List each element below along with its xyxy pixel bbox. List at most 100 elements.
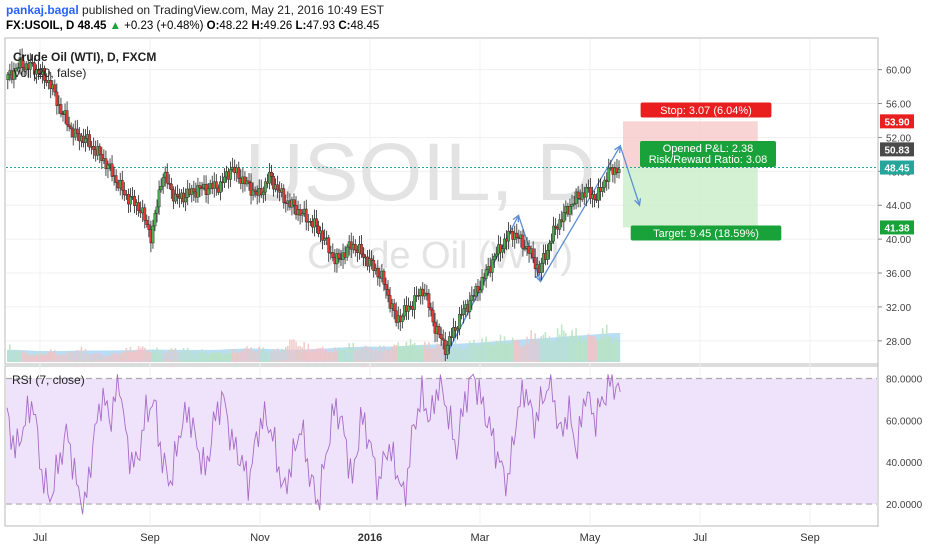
volume-bar — [424, 341, 426, 362]
candle-body — [470, 295, 474, 301]
trend-arrow — [619, 145, 641, 206]
volume-bar — [372, 351, 375, 362]
volume-bar — [64, 354, 66, 362]
price-badge — [880, 160, 914, 175]
volume-bar — [352, 342, 355, 362]
volume-bar — [381, 351, 383, 362]
high-value: 49.26 — [263, 20, 293, 32]
candle-body — [223, 176, 226, 183]
volume-bar — [235, 350, 238, 362]
candle-body — [478, 289, 482, 293]
volume-bar — [76, 349, 79, 362]
volume-bar — [409, 338, 412, 362]
volume-bar — [428, 342, 430, 362]
volume-bar — [440, 341, 442, 362]
volume-bar — [133, 350, 136, 362]
time-tick-label: 2016 — [358, 532, 382, 544]
candle-body — [337, 253, 341, 259]
volume-bar — [321, 346, 324, 362]
volume-bar — [266, 351, 269, 362]
candle-body — [568, 206, 572, 215]
low-value: 47.93 — [306, 20, 336, 32]
volume-bar — [15, 352, 17, 362]
volume-bar — [19, 350, 21, 362]
volume-bar — [362, 348, 365, 362]
volume-bar — [319, 348, 322, 362]
price-badge-label: 48.45 — [884, 164, 909, 175]
volume-bar — [542, 334, 545, 362]
candle-body — [331, 252, 335, 258]
volume-bar — [421, 346, 424, 362]
volume-bar — [536, 339, 539, 362]
volume-bar — [242, 349, 244, 362]
volume-bar — [262, 347, 265, 362]
volume-bar — [217, 352, 220, 362]
candle-body — [317, 225, 320, 234]
volume-bar — [575, 328, 577, 362]
candle-body — [37, 69, 40, 74]
volume-bar — [101, 355, 103, 362]
candle-body — [572, 203, 576, 205]
volume-bar — [180, 352, 183, 362]
volume-bar — [340, 349, 342, 362]
volume-bar — [164, 353, 167, 362]
candle-body — [122, 189, 126, 196]
candle-body — [456, 328, 459, 331]
candle-body — [261, 191, 265, 196]
volume-bar — [329, 350, 332, 362]
volume-bar — [37, 355, 40, 362]
volume-bar — [544, 332, 547, 362]
volume-bar — [311, 348, 314, 362]
volume-bar — [78, 351, 81, 362]
volume-bar — [332, 352, 334, 362]
volume-bar — [491, 345, 494, 362]
volume-bar — [213, 351, 216, 362]
volume-bar — [554, 340, 557, 362]
author-link[interactable]: pankaj.bagal — [6, 3, 79, 17]
volume-bar — [68, 352, 70, 362]
price-tick-label: 52.00 — [886, 133, 911, 144]
volume-bar — [148, 351, 150, 362]
candle-body — [198, 185, 202, 189]
candle-body — [441, 338, 445, 341]
volume-bar — [579, 335, 581, 362]
volume-bar — [166, 351, 169, 362]
volume-bar — [515, 339, 518, 362]
candle-body — [159, 186, 163, 191]
volume-bar — [460, 348, 463, 362]
volume-bar — [197, 351, 199, 362]
volume-bar — [499, 334, 502, 362]
volume-bar — [379, 345, 381, 362]
volume-bar — [156, 347, 158, 362]
candle-body — [386, 289, 390, 296]
volume-bar — [80, 346, 83, 362]
candle-body — [304, 208, 308, 223]
candle-body — [601, 187, 605, 192]
volume-bar — [7, 350, 9, 362]
volume-bar — [323, 350, 326, 362]
volume-bar — [497, 342, 500, 362]
volume-bar — [66, 352, 68, 362]
up-arrow-icon: ▲ — [109, 20, 121, 32]
volume-bar — [82, 352, 85, 362]
volume-bar — [456, 348, 459, 362]
pnl-label-bg — [640, 141, 776, 167]
volume-bar — [538, 338, 541, 362]
price-tick-label: 44.00 — [886, 201, 911, 212]
candle-body — [98, 146, 102, 155]
candle-body — [12, 70, 16, 80]
volume-bar — [448, 347, 451, 362]
candle-body — [494, 253, 498, 257]
volume-bar — [546, 338, 549, 362]
volume-bar — [462, 349, 465, 362]
volume-bar — [370, 349, 373, 362]
volume-bar — [336, 350, 338, 362]
candle-body — [462, 308, 466, 315]
volume-bar — [146, 350, 148, 362]
price-tick-label: 40.00 — [886, 235, 911, 246]
volume-bar — [317, 347, 320, 362]
position-tool[interactable]: Stop: 3.07 (6.04%) Opened P&L: 2.38Risk/R… — [6, 102, 877, 354]
volume-bar — [215, 352, 218, 362]
